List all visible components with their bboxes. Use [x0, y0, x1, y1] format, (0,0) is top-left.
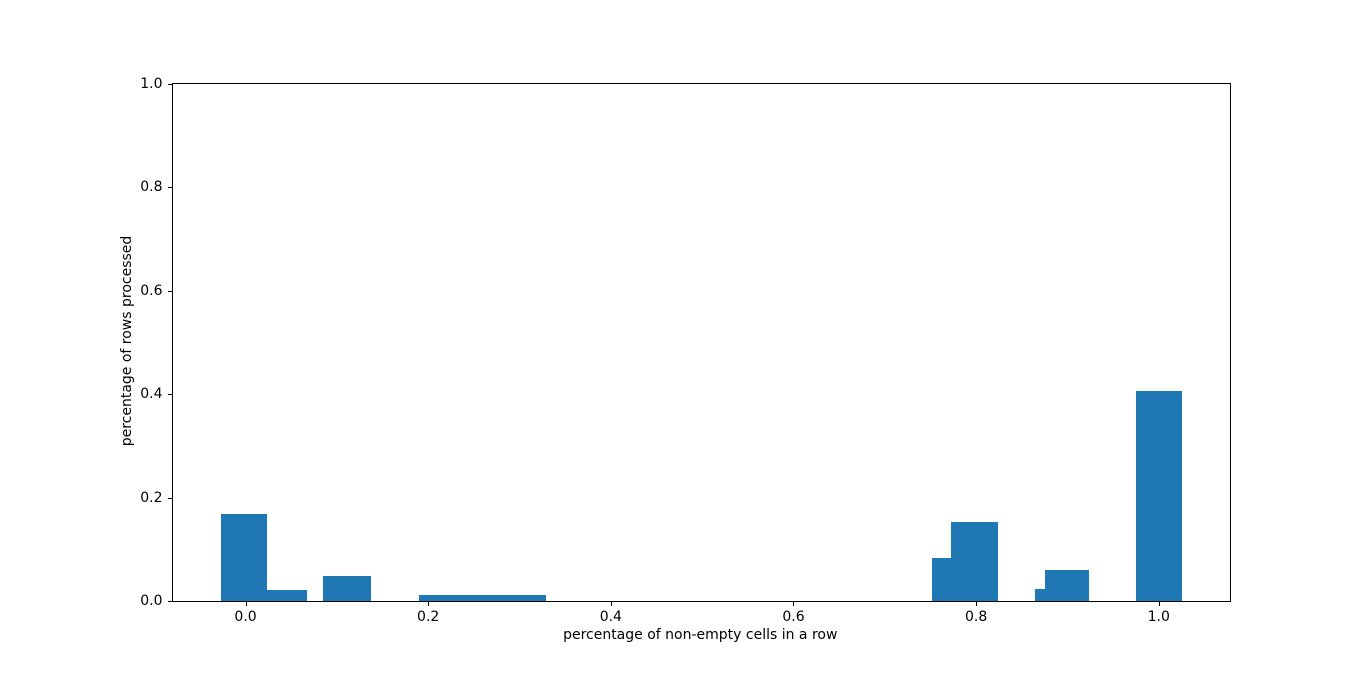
y-tick-label: 0.2	[140, 489, 163, 506]
y-tick-label: 0.8	[140, 179, 163, 195]
y-tick-mark	[167, 497, 172, 499]
x-tick-label: 0.8	[964, 609, 988, 625]
bar	[419, 594, 546, 601]
bar	[1135, 391, 1182, 601]
y-tick-mark	[167, 394, 172, 395]
plot-area	[171, 82, 1231, 602]
y-tick-label: 0.0	[140, 593, 163, 609]
bar	[267, 589, 307, 601]
x-tick-label: 0.0	[234, 609, 257, 625]
bars-layer	[173, 84, 1231, 601]
x-tick-label: 0.4	[599, 609, 622, 625]
y-tick-label: 1.0	[140, 75, 163, 92]
x-tick-mark	[610, 602, 612, 606]
x-tick-label: 0.2	[417, 609, 440, 625]
x-tick-label: 0.6	[782, 609, 805, 625]
x-tick-mark	[245, 602, 247, 606]
bar	[220, 514, 268, 601]
y-tick-label: 0.4	[140, 386, 163, 402]
y-tick-mark	[167, 187, 172, 188]
bar	[951, 522, 999, 601]
bar	[323, 576, 371, 601]
y-tick-mark	[167, 83, 172, 85]
x-tick-mark	[1158, 602, 1160, 606]
y-tick-label: 0.6	[140, 282, 163, 299]
x-axis-label: percentage of non-empty cells in a row	[563, 627, 838, 643]
y-tick-mark	[167, 290, 172, 292]
bar	[1044, 569, 1090, 601]
y-axis-label: percentage of rows processed	[119, 235, 135, 447]
x-tick-label: 1.0	[1147, 609, 1170, 625]
bar	[932, 558, 952, 601]
y-tick-mark	[167, 601, 172, 602]
x-tick-mark	[793, 602, 795, 606]
x-tick-mark	[428, 602, 430, 606]
bar	[1034, 589, 1045, 601]
x-tick-mark	[976, 602, 978, 606]
